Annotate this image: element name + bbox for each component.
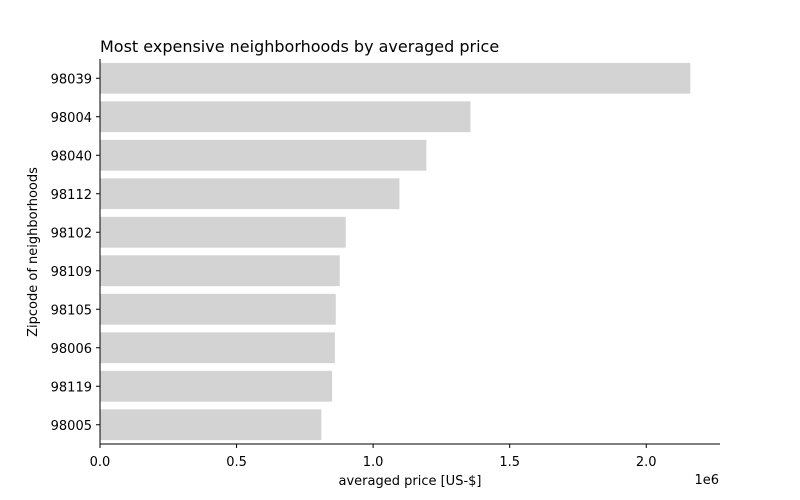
x-tick-label: 2.0 bbox=[636, 455, 657, 470]
bar-98004 bbox=[100, 101, 471, 133]
y-tick-label: 98040 bbox=[51, 149, 92, 164]
y-tick-label: 98109 bbox=[51, 265, 92, 280]
x-tick-label: 1.0 bbox=[363, 455, 384, 470]
chart-title: Most expensive neighborhoods by averaged… bbox=[100, 37, 499, 56]
bar-98040 bbox=[100, 139, 427, 171]
x-axis-offset-label: 1e6 bbox=[694, 473, 719, 488]
y-ticks-group: 98039 98004 98040 98112 98102 98109 98105 98006… bbox=[51, 72, 100, 434]
x-tick-label: 1.5 bbox=[499, 455, 520, 470]
y-tick-label: 98119 bbox=[51, 380, 92, 395]
bar-98109 bbox=[100, 255, 340, 287]
y-tick-label: 98112 bbox=[51, 188, 92, 203]
bar-98119 bbox=[100, 370, 333, 402]
bars-group bbox=[100, 62, 691, 441]
y-tick-label: 98006 bbox=[51, 342, 92, 357]
y-tick-label: 98102 bbox=[51, 226, 92, 241]
x-tick-label: 0.5 bbox=[226, 455, 247, 470]
x-axis-label: averaged price [US-$] bbox=[339, 474, 482, 489]
y-tick-label: 98105 bbox=[51, 303, 92, 318]
x-tick-label: 0.0 bbox=[90, 455, 111, 470]
x-ticks-group: 0.0 0.5 1.0 1.5 2.0 bbox=[90, 444, 657, 470]
bar-98006 bbox=[100, 332, 335, 364]
y-axis-label: Zipcode of neighborhoods bbox=[26, 167, 41, 337]
y-tick-label: 98005 bbox=[51, 419, 92, 434]
y-tick-label: 98004 bbox=[51, 111, 92, 126]
bar-98112 bbox=[100, 178, 400, 210]
bar-98105 bbox=[100, 293, 336, 325]
bar-98102 bbox=[100, 216, 346, 248]
bar-98005 bbox=[100, 409, 322, 441]
y-tick-label: 98039 bbox=[51, 72, 92, 87]
bar-98039 bbox=[100, 62, 691, 94]
